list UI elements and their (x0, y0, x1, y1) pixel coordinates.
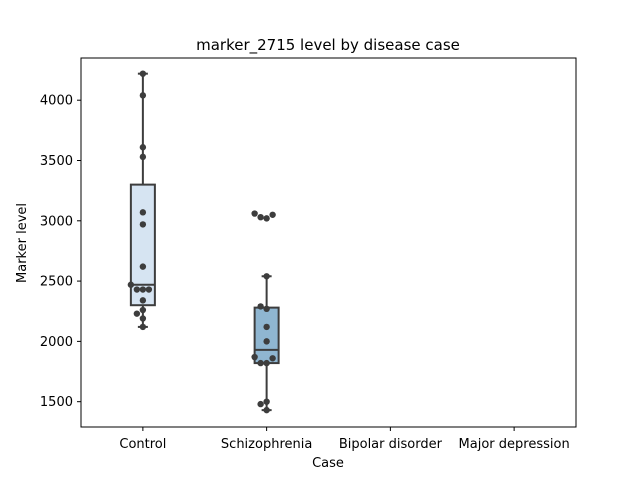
data-point (263, 323, 270, 331)
data-point (263, 273, 270, 280)
data-point (263, 406, 270, 414)
data-point (263, 359, 270, 367)
y-tick-label: 3500 (40, 154, 73, 169)
data-point (263, 215, 270, 222)
data-point (133, 310, 141, 317)
data-point (127, 281, 135, 288)
plot-area: 1500 2000 2500 3000 3500 4000 Control Schizophr… (40, 57, 577, 452)
box (253, 306, 280, 365)
data-point (251, 353, 258, 361)
y-tick-label: 2500 (40, 275, 73, 290)
plot-frame (80, 57, 577, 428)
data-point (251, 210, 258, 217)
data-point (139, 153, 147, 161)
y-axis-label: Marker level (15, 203, 30, 283)
data-point (257, 359, 264, 367)
x-tick-label: Major depression (459, 437, 570, 452)
data-point (139, 144, 147, 151)
data-point (269, 355, 276, 362)
data-point (263, 338, 270, 345)
data-point (139, 221, 147, 228)
data-point (139, 92, 147, 99)
data-point (139, 306, 147, 314)
y-tick-label: 1500 (40, 395, 73, 410)
chart-title: marker_2715 level by disease case (196, 36, 460, 55)
x-tick-label: Control (119, 437, 166, 452)
data-point (139, 209, 147, 216)
data-point (139, 323, 147, 331)
data-point (257, 400, 264, 408)
data-point (139, 263, 147, 270)
y-tick-label: 2000 (40, 335, 73, 350)
data-point (139, 70, 147, 77)
data-point (139, 286, 147, 293)
data-point (257, 213, 264, 221)
data-point (269, 211, 276, 218)
y-tick-label: 3000 (40, 214, 73, 229)
data-point (139, 297, 147, 304)
x-tick-label: Schizophrenia (221, 437, 312, 452)
data-point (257, 303, 264, 310)
y-tick-label: 4000 (40, 94, 73, 109)
x-axis-label: Case (312, 456, 344, 471)
data-point (139, 315, 147, 322)
x-tick-label: Bipolar disorder (339, 437, 443, 452)
data-point (263, 398, 270, 405)
data-point (263, 305, 270, 313)
data-point (145, 286, 153, 293)
data-point (133, 286, 141, 293)
